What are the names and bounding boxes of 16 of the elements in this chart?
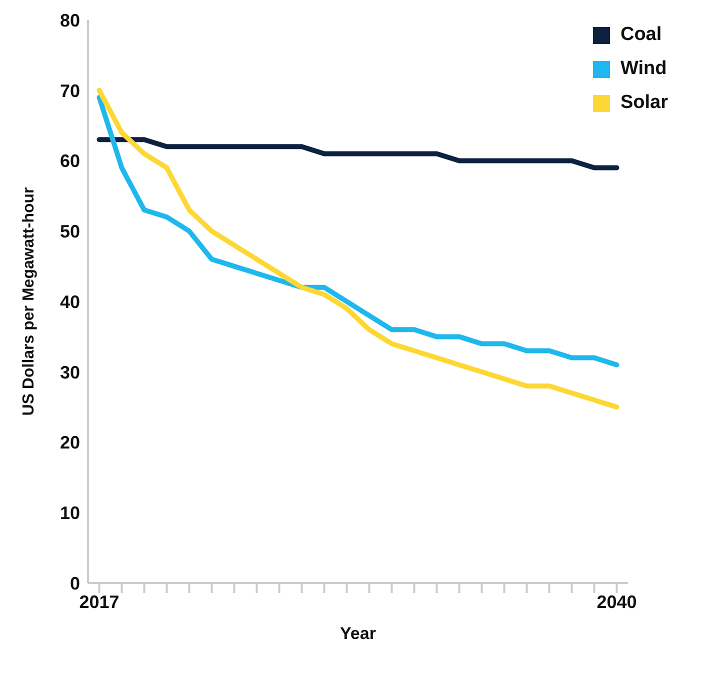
y-tick-label: 50 xyxy=(60,222,80,242)
y-tick-label: 70 xyxy=(60,80,80,101)
x-axis-title: Year xyxy=(340,624,376,643)
legend-label: Solar xyxy=(619,91,668,115)
x-tick-label: 2017 xyxy=(79,592,120,612)
legend-label: Wind xyxy=(619,57,668,81)
y-tick-label: 40 xyxy=(60,292,80,312)
y-tick-label: 30 xyxy=(60,362,80,382)
y-tick-label: 60 xyxy=(60,151,80,172)
y-axis-title: US Dollars per Megawatt-hour xyxy=(20,187,38,416)
x-tick-label: 2040 xyxy=(596,592,637,612)
y-tick-label: 10 xyxy=(60,503,80,524)
y-tick-label: 80 xyxy=(60,10,80,30)
y-tick-label: 20 xyxy=(60,432,80,453)
y-tick-label: 0 xyxy=(70,573,80,594)
legend-label: Coal xyxy=(619,23,663,47)
